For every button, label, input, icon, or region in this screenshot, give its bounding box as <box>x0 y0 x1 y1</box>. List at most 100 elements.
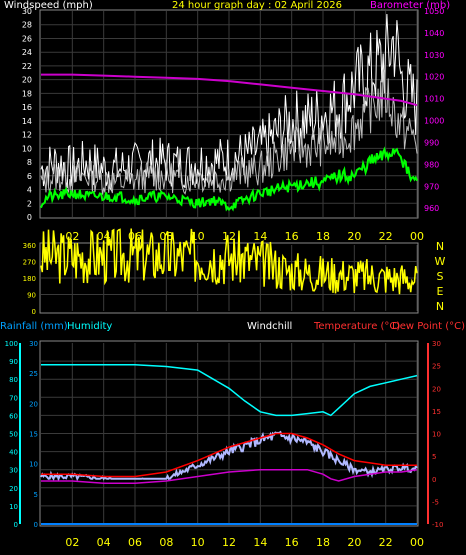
wind-tick-label: 28 <box>22 21 32 30</box>
barometer-label: Barometer (mb) <box>370 0 450 11</box>
direction-tick-label: 270 <box>23 259 36 267</box>
temperature-tick-label: 25 <box>432 363 441 371</box>
windspeed-label: Windspeed (mph) <box>4 0 93 11</box>
wind-x-tick-label: 00 <box>410 230 424 243</box>
wind-tick-label: 4 <box>27 186 32 195</box>
baro-tick-label: 960 <box>424 204 439 213</box>
graph-title: 24 hour graph day : 02 April 2026 <box>172 0 342 11</box>
wind-tick-label: 2 <box>27 199 32 208</box>
temperature-line <box>41 432 417 478</box>
windchill-legend: Windchill <box>247 321 292 332</box>
humidity-tick-label: 80 <box>9 376 18 384</box>
temp-x-tick-label: 04 <box>97 536 111 549</box>
rain-tick-label: 10 <box>29 461 38 469</box>
baro-tick-label: 1020 <box>424 73 444 82</box>
wind-tick-label: 12 <box>22 131 32 140</box>
humidity-tick-label: 30 <box>9 467 18 475</box>
temperature-legend: Temperature (°C) <box>313 321 400 332</box>
temp-panel-frame <box>39 340 419 527</box>
temperature-tick-label: 20 <box>432 385 441 393</box>
wind-x-tick-label: 02 <box>65 230 79 243</box>
wind-x-tick-label: 18 <box>316 230 330 243</box>
humidity-line <box>41 363 418 417</box>
temp-x-tick-label: 18 <box>316 536 330 549</box>
rain-tick-label: 25 <box>29 370 38 378</box>
temp-x-tick-label: 00 <box>410 536 424 549</box>
wind-x-tick-label: 08 <box>159 230 173 243</box>
humidity-tick-label: 90 <box>9 358 18 366</box>
humidity-tick-label: 10 <box>9 503 18 511</box>
temperature-tick-label: 15 <box>432 408 441 416</box>
humidity-tick-label: 40 <box>9 449 18 457</box>
dewpoint-line <box>41 468 418 485</box>
wind-tick-label: 6 <box>27 172 32 181</box>
wind-tick-label: 10 <box>22 144 32 153</box>
direction-tick-label: 0 <box>32 308 36 316</box>
compass-label: E <box>437 285 444 298</box>
temperature-tick-label: -10 <box>432 521 443 529</box>
direction-tick-label: 180 <box>23 275 36 283</box>
temp-x-tick-label: 02 <box>65 536 79 549</box>
wind-tick-label: 30 <box>22 7 32 16</box>
dewpoint-legend: Dew Point (°C) <box>392 321 465 332</box>
wind-x-tick-label: 14 <box>253 230 267 243</box>
rain-tick-label: 15 <box>29 431 38 439</box>
wind-tick-label: 20 <box>22 76 32 85</box>
baro-tick-label: 1000 <box>424 117 444 126</box>
humidity-tick-label: 20 <box>9 485 18 493</box>
rain-tick-label: 20 <box>29 400 38 408</box>
wind-tick-label: 16 <box>22 103 32 112</box>
rain-tick-label: 5 <box>34 491 38 499</box>
baro-tick-label: 1040 <box>424 29 444 38</box>
baro-tick-label: 980 <box>424 160 439 169</box>
wind-panel-frame <box>39 9 419 219</box>
wind-tick-label: 24 <box>22 48 32 57</box>
temp-x-tick-label: 08 <box>159 536 173 549</box>
windchill-line <box>40 430 418 482</box>
wind-direction-line <box>40 228 418 295</box>
barometer-line <box>41 73 418 107</box>
baro-tick-label: 1050 <box>424 7 444 16</box>
direction-tick-label: 90 <box>27 292 36 300</box>
wind-x-tick-label: 04 <box>97 230 111 243</box>
temperature-tick-label: 30 <box>432 340 441 348</box>
wind-tick-label: 0 <box>27 213 32 222</box>
temp-x-tick-label: 10 <box>191 536 205 549</box>
humidity-legend: Humidity <box>67 321 112 332</box>
rain-tick-label: 0 <box>34 521 38 529</box>
wind-tick-label: 22 <box>22 62 32 71</box>
baro-tick-label: 990 <box>424 138 439 147</box>
rain-tick-label: 30 <box>29 340 38 348</box>
temp-x-tick-label: 20 <box>347 536 361 549</box>
baro-tick-label: 970 <box>424 182 439 191</box>
wind-average-line <box>40 146 418 212</box>
temp-x-tick-label: 16 <box>285 536 299 549</box>
temp-x-tick-label: 22 <box>379 536 393 549</box>
wind-x-tick-label: 10 <box>191 230 205 243</box>
humidity-tick-label: 50 <box>9 431 18 439</box>
wind-x-tick-label: 22 <box>379 230 393 243</box>
wind-x-tick-label: 20 <box>347 230 361 243</box>
humidity-tick-label: 70 <box>9 394 18 402</box>
temperature-tick-label: 0 <box>432 476 436 484</box>
compass-label: N <box>436 300 444 313</box>
direction-panel-frame <box>39 242 419 314</box>
humidity-tick-label: 100 <box>5 340 18 348</box>
wind-x-tick-label: 12 <box>222 230 236 243</box>
wind-tick-label: 26 <box>22 34 32 43</box>
rainfall-legend: Rainfall (mm) <box>0 321 68 332</box>
wind-x-tick-label: 16 <box>285 230 299 243</box>
wind-gust-line <box>40 13 418 192</box>
baro-tick-label: 1010 <box>424 95 444 104</box>
temperature-tick-label: 10 <box>432 431 441 439</box>
temperature-tick-label: -5 <box>432 498 439 506</box>
wind-x-tick-label: 06 <box>128 230 142 243</box>
temp-x-tick-label: 14 <box>253 536 267 549</box>
compass-label: N <box>436 240 444 253</box>
temp-x-tick-label: 12 <box>222 536 236 549</box>
baro-tick-label: 1030 <box>424 51 444 60</box>
temperature-tick-label: 5 <box>432 453 436 461</box>
humidity-tick-label: 0 <box>14 521 18 529</box>
direction-tick-label: 360 <box>23 242 36 250</box>
